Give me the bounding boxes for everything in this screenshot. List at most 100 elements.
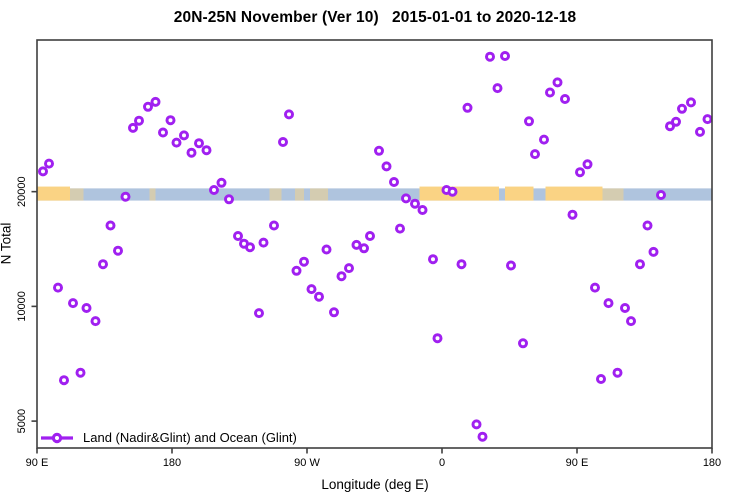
x-tick-label: 0: [439, 457, 445, 469]
data-point: [365, 231, 375, 241]
data-point: [389, 177, 399, 187]
data-point: [530, 149, 540, 160]
data-point: [53, 282, 63, 293]
data-point: [582, 159, 593, 170]
data-point: [120, 191, 131, 202]
data-point: [671, 116, 681, 127]
y-tick-label: 10000: [16, 291, 28, 322]
data-point: [98, 259, 108, 270]
data-point: [201, 145, 212, 156]
data-point: [545, 87, 555, 98]
chart-title: 20N-25N November (Ver 10) 2015-01-01 to …: [173, 9, 577, 26]
data-point: [216, 177, 227, 188]
x-tick-label: 90 E: [26, 457, 49, 469]
legend-label: Land (Nadir&Glint) and Ocean (Glint): [83, 430, 297, 445]
map-strip-land: [310, 188, 328, 201]
data-point: [417, 205, 428, 215]
data-point: [395, 223, 405, 234]
data-point: [635, 259, 645, 270]
data-point: [518, 338, 528, 349]
data-point: [291, 265, 302, 276]
data-point: [612, 367, 623, 378]
data-point: [75, 367, 86, 378]
data-point: [269, 220, 279, 231]
data-point: [209, 185, 219, 195]
data-point: [447, 186, 458, 197]
y-tick-label: 20000: [16, 176, 28, 207]
x-tick-label: 90 E: [566, 457, 589, 469]
data-point: [462, 102, 473, 113]
data-point: [351, 239, 362, 250]
map-strip-land: [70, 188, 84, 201]
data-point: [381, 161, 392, 172]
y-axis-label: N Total: [0, 222, 14, 265]
data-point: [59, 375, 69, 386]
data-point: [374, 145, 384, 156]
x-tick-label: 180: [703, 457, 721, 469]
data-point: [401, 193, 411, 204]
data-point: [233, 231, 243, 241]
data-point: [113, 245, 123, 256]
data-point: [567, 209, 578, 220]
map-strip-ocean: [37, 188, 712, 201]
data-point: [171, 137, 182, 148]
data-point: [359, 243, 369, 254]
data-point: [603, 298, 614, 309]
x-tick-label: 180: [163, 457, 181, 469]
data-point: [686, 97, 696, 108]
data-point: [128, 122, 138, 133]
map-strip-land: [419, 186, 499, 201]
legend: Land (Nadir&Glint) and Ocean (Glint): [40, 429, 297, 446]
data-point: [485, 51, 495, 62]
data-point: [552, 77, 563, 88]
data-point: [143, 101, 153, 112]
data-point: [656, 190, 666, 200]
data-point: [179, 130, 189, 141]
data-point: [620, 303, 630, 313]
data-point: [254, 308, 264, 319]
data-point: [258, 237, 269, 248]
data-point: [456, 259, 467, 270]
map-strip-land: [269, 188, 282, 201]
map-strip-land: [602, 188, 624, 201]
data-point: [596, 374, 606, 384]
data-point: [38, 166, 48, 177]
data-point: [477, 431, 488, 442]
data-point: [68, 298, 78, 309]
data-point: [432, 333, 443, 344]
data-point: [428, 254, 438, 265]
data-point: [224, 194, 234, 205]
data-point: [90, 316, 101, 327]
data-point: [150, 96, 161, 107]
data-point: [329, 307, 339, 318]
data-point: [471, 419, 482, 430]
data-point: [105, 220, 116, 231]
data-point: [590, 282, 600, 293]
data-point: [299, 256, 309, 267]
data-point: [560, 94, 570, 104]
data-point: [284, 109, 294, 120]
data-point: [500, 51, 510, 61]
map-strip-land: [37, 186, 70, 201]
legend-symbol-icon: [41, 432, 73, 443]
x-axis-label: Longitude (deg E): [321, 477, 429, 492]
data-point: [44, 158, 54, 169]
data-point: [648, 246, 659, 257]
data-point: [278, 137, 288, 147]
data-point: [492, 83, 503, 94]
map-strip-land: [505, 186, 534, 201]
data-point: [539, 134, 549, 145]
data-point: [524, 116, 534, 127]
data-point: [575, 167, 585, 178]
data-point: [81, 303, 92, 313]
map-strip-land: [295, 188, 304, 201]
data-point: [321, 244, 332, 255]
data-point: [344, 263, 354, 274]
data-point: [665, 121, 675, 132]
data-point: [642, 220, 653, 231]
plot-border: [36, 39, 713, 449]
data-point: [306, 284, 317, 295]
data-point: [158, 127, 168, 138]
